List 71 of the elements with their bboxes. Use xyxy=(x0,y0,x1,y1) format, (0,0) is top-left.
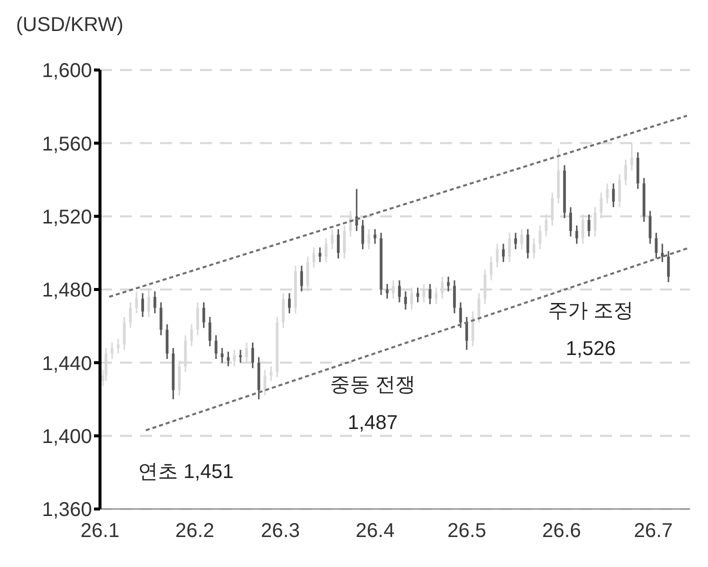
annotation: 중동 전쟁 1,487 xyxy=(330,373,416,436)
candlestick xyxy=(520,228,524,250)
candlestick xyxy=(526,228,530,260)
candlestick xyxy=(624,158,628,186)
y-axis-title: (USD/KRW) xyxy=(16,14,124,37)
candlestick xyxy=(667,250,670,283)
x-tick-label: 26.5 xyxy=(447,520,486,542)
candlestick xyxy=(270,366,272,382)
candlestick xyxy=(416,286,420,304)
candlestick xyxy=(166,324,168,360)
candlestick xyxy=(478,292,480,324)
candlestick xyxy=(398,280,401,304)
candlestick xyxy=(490,256,493,282)
candlestick xyxy=(618,174,621,208)
candlestick xyxy=(404,290,407,310)
candlestick xyxy=(239,349,242,364)
candlestick xyxy=(514,232,517,250)
candlestick xyxy=(141,292,144,318)
candlestick xyxy=(318,246,322,263)
y-tick-label: 1,400 xyxy=(42,426,92,448)
candlestick xyxy=(569,206,572,238)
candlestick xyxy=(612,182,615,208)
candlestick xyxy=(135,290,138,314)
y-tick-label: 1,440 xyxy=(42,352,92,375)
candlestick xyxy=(251,342,254,369)
x-tick-label: 26.6 xyxy=(542,520,582,542)
candlestick xyxy=(288,292,291,314)
annotation: 주가 조정 1,526 xyxy=(548,299,634,362)
candlestick xyxy=(654,232,658,260)
candlestick xyxy=(361,219,364,250)
candlestick xyxy=(648,210,652,245)
candlestick xyxy=(226,350,230,368)
candlestick xyxy=(336,228,340,260)
candlestick xyxy=(282,292,285,329)
y-tick-label: 1,560 xyxy=(42,133,92,156)
annotation: 연초 1,451 xyxy=(138,460,234,485)
x-tick-label: 26.4 xyxy=(356,520,395,542)
candlestick xyxy=(300,264,303,292)
candlestick xyxy=(129,302,132,329)
candlestick xyxy=(367,228,370,250)
x-tick-label: 26.7 xyxy=(634,520,673,542)
candlestick xyxy=(214,334,218,360)
candlestick xyxy=(575,224,578,245)
candlestick xyxy=(153,290,156,314)
candlestick xyxy=(190,324,193,347)
y-tick-label: 1,480 xyxy=(42,280,92,302)
candlestick xyxy=(343,224,346,260)
y-tick-label: 1,360 xyxy=(42,499,92,522)
candlestick xyxy=(208,316,212,347)
candlestick xyxy=(324,238,328,263)
x-tick-label: 26.3 xyxy=(260,520,300,542)
candlestick xyxy=(374,228,376,245)
x-tick-label: 26.1 xyxy=(80,520,120,542)
x-tick-label: 26.2 xyxy=(175,520,214,542)
candlestick xyxy=(122,316,126,351)
y-tick-label: 1,600 xyxy=(42,60,92,82)
candlestick xyxy=(588,214,590,238)
candlestick xyxy=(453,280,456,314)
candlestick xyxy=(160,302,162,336)
candlestick xyxy=(459,302,462,329)
candlestick xyxy=(428,283,432,305)
candlestick xyxy=(532,238,536,260)
candlestick xyxy=(330,228,334,250)
candlestick xyxy=(264,369,266,396)
candlestick xyxy=(508,232,511,263)
candlestick xyxy=(434,286,438,305)
y-tick-label: 1,520 xyxy=(42,206,92,228)
candlestick xyxy=(110,342,114,360)
candlestick xyxy=(446,276,450,292)
candlestick xyxy=(202,302,206,329)
candlestick xyxy=(538,224,542,250)
